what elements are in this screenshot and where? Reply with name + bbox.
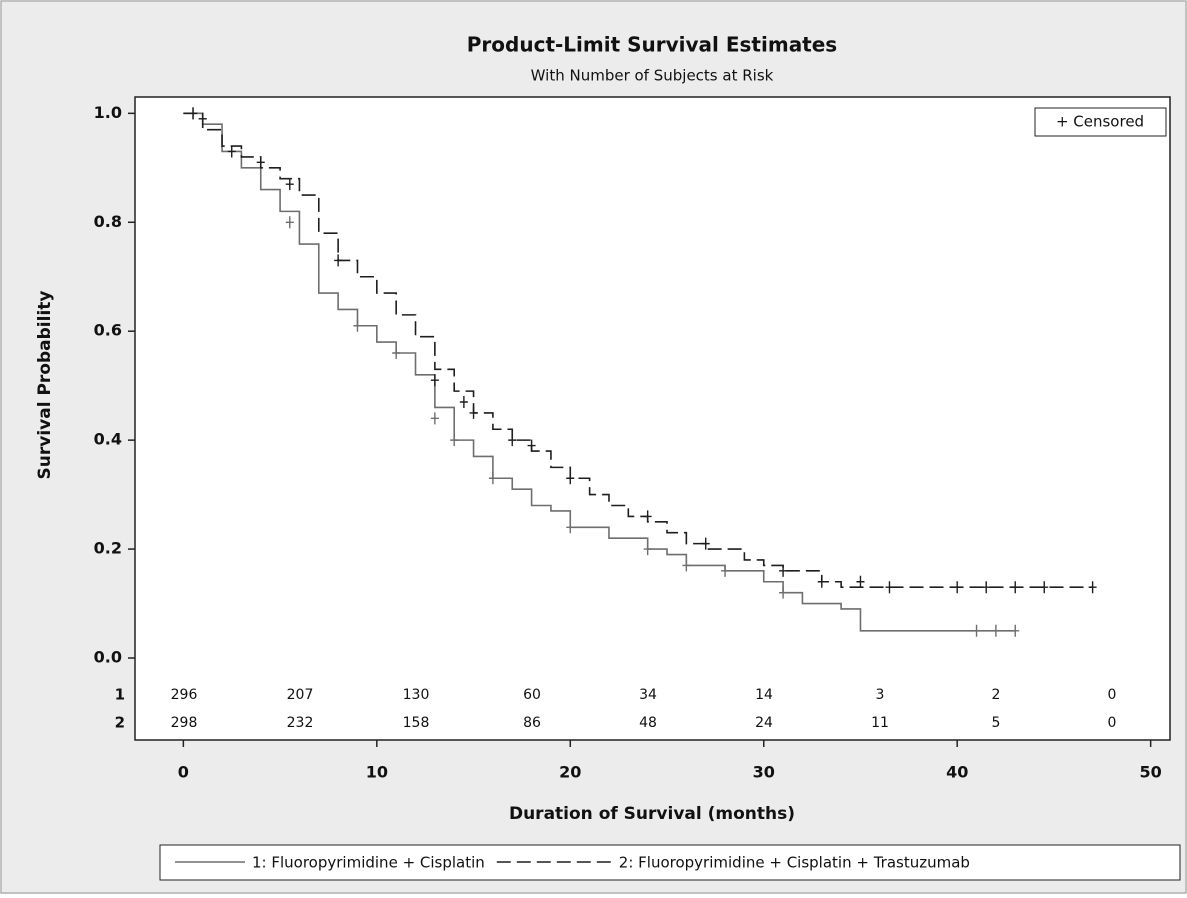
risk-count: 11 [871,715,889,731]
chart-title: Product-Limit Survival Estimates [467,33,837,57]
risk-count: 2 [992,687,1001,703]
censor-mark [1011,624,1020,637]
risk-row-label: 1 [115,686,125,704]
censor-mark [1011,581,1020,594]
censor-mark [972,624,981,637]
x-tick-label: 20 [559,763,581,782]
censor-mark [721,564,730,577]
y-tick-label: 0.0 [94,648,122,667]
x-tick-label: 10 [366,763,388,782]
x-tick-label: 30 [753,763,775,782]
censor-mark [430,412,439,425]
censor-mark [469,406,478,419]
censor-mark [643,543,652,556]
x-tick-label: 0 [178,763,189,782]
censor-mark [508,434,517,447]
censor-legend [1034,107,1167,137]
y-tick-label: 0.6 [94,321,122,340]
censor-mark [488,472,497,485]
censor-mark [227,145,236,158]
censor-mark [285,178,294,191]
x-tick-label: 40 [946,763,968,782]
risk-count: 207 [287,687,314,703]
risk-count: 24 [755,715,773,731]
risk-count: 48 [639,715,657,731]
risk-count: 86 [523,715,541,731]
risk-count: 5 [992,715,1001,731]
censor-mark [450,434,459,447]
censor-mark [817,575,826,588]
censor-mark [256,156,265,169]
censor-mark [566,521,575,534]
censor-mark [701,537,710,550]
censor-mark [566,472,575,485]
y-axis-label: Survival Probability [35,291,55,480]
y-tick-label: 0.8 [94,212,122,231]
censor-mark [198,112,207,125]
censor-mark [885,581,894,594]
censor-mark [779,564,788,577]
plot-area [134,96,1171,741]
censor-mark [643,510,652,523]
censor-mark [430,374,439,387]
censor-mark [527,439,536,452]
risk-row-label: 2 [115,714,125,732]
risk-count: 0 [1108,715,1117,731]
censor-mark [459,396,468,409]
risk-count: 3 [876,687,885,703]
censor-mark [991,624,1000,637]
risk-count: 298 [171,715,198,731]
censor-mark [779,586,788,599]
censor-mark [953,581,962,594]
risk-count: 34 [639,687,657,703]
censor-mark [392,346,401,359]
legend-label: 1: Fluoropyrimidine + Cisplatin [252,854,485,872]
risk-count: 296 [171,687,198,703]
risk-count: 232 [287,715,314,731]
censor-mark [982,581,991,594]
survival-curve [183,112,1093,588]
censor-legend-label: + Censored [1056,113,1144,131]
censor-mark [1088,581,1097,594]
survival-curve [183,112,1016,632]
risk-count: 158 [403,715,430,731]
censor-mark [682,559,691,572]
y-tick-label: 0.2 [94,539,122,558]
censor-mark [1040,581,1049,594]
risk-count: 0 [1108,687,1117,703]
risk-count: 60 [523,687,541,703]
censor-mark [353,319,362,332]
legend-label: 2: Fluoropyrimidine + Cisplatin + Trastu… [619,854,970,872]
legend [159,844,1181,881]
chart-subtitle: With Number of Subjects at Risk [531,67,774,85]
x-tick-label: 50 [1140,763,1162,782]
censor-mark [189,107,198,120]
risk-count: 130 [403,687,430,703]
risk-count: 14 [755,687,773,703]
censor-mark [285,216,294,229]
censor-mark [334,254,343,267]
y-tick-label: 1.0 [94,103,122,122]
censor-mark [856,575,865,588]
x-axis-label: Duration of Survival (months) [509,804,795,824]
y-tick-label: 0.4 [94,430,122,449]
